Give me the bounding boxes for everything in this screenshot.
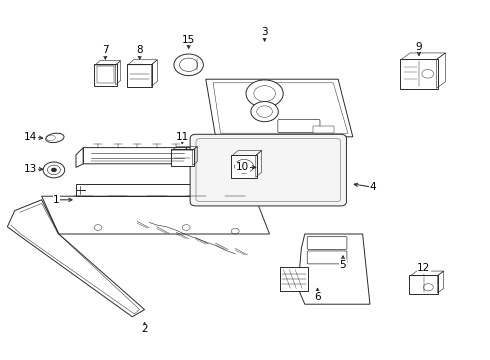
Circle shape [251,102,278,122]
FancyBboxPatch shape [313,126,334,133]
FancyBboxPatch shape [190,134,346,206]
FancyBboxPatch shape [231,155,257,178]
FancyBboxPatch shape [307,251,347,264]
Text: 6: 6 [314,292,321,302]
Circle shape [51,168,56,172]
FancyBboxPatch shape [97,66,114,83]
Text: 5: 5 [340,260,346,270]
Text: 2: 2 [141,324,148,334]
Text: 14: 14 [24,132,37,142]
Text: 9: 9 [416,42,422,52]
Text: 1: 1 [53,195,60,205]
FancyBboxPatch shape [171,149,194,166]
Text: 13: 13 [24,164,37,174]
Text: 11: 11 [175,132,189,142]
Text: 4: 4 [369,182,376,192]
Text: 8: 8 [136,45,143,55]
FancyBboxPatch shape [279,267,308,291]
Ellipse shape [46,133,64,143]
FancyBboxPatch shape [278,120,320,132]
Text: 12: 12 [417,263,431,273]
Text: 10: 10 [236,162,249,172]
Circle shape [174,54,203,76]
FancyBboxPatch shape [127,64,152,87]
Text: 7: 7 [102,45,109,55]
Circle shape [246,80,283,107]
Text: 3: 3 [261,27,268,37]
Text: 15: 15 [182,35,196,45]
FancyBboxPatch shape [410,275,439,294]
FancyBboxPatch shape [307,237,347,249]
Circle shape [43,162,65,178]
FancyBboxPatch shape [400,59,438,89]
FancyBboxPatch shape [94,64,117,85]
